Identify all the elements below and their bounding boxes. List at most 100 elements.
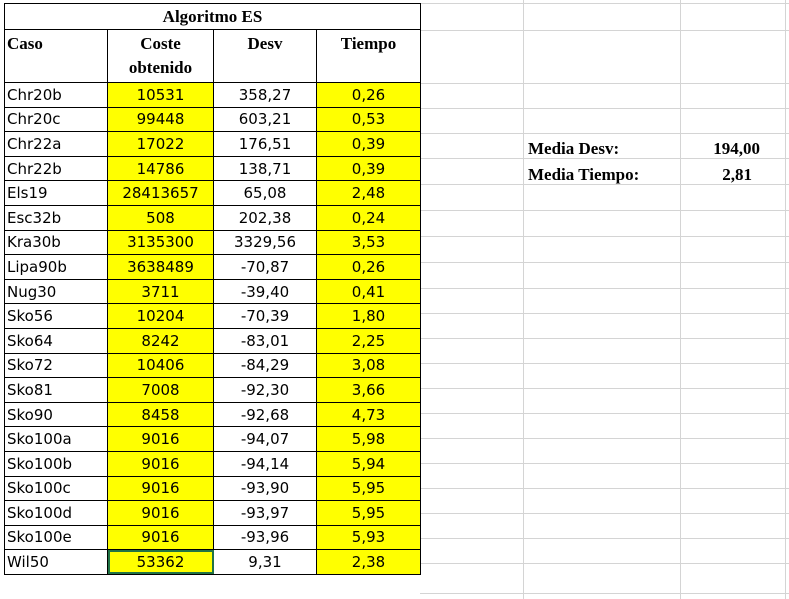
cell-coste[interactable]: 7008: [107, 377, 214, 403]
cell-desv[interactable]: 3329,56: [213, 229, 317, 256]
cell-tiempo[interactable]: 3,53: [316, 229, 421, 256]
cell-tiempo[interactable]: 0,26: [316, 254, 421, 280]
table-title[interactable]: Algoritmo ES: [4, 3, 421, 30]
cell-coste[interactable]: 9016: [107, 500, 214, 526]
cell-desv[interactable]: 9,31: [213, 549, 317, 575]
cell-tiempo[interactable]: 2,38: [316, 549, 421, 575]
cell-desv[interactable]: 138,71: [213, 155, 317, 182]
gridline: [420, 488, 789, 489]
header-coste[interactable]: Coste obtenido: [107, 29, 214, 83]
media-desv-label[interactable]: Media Desv:: [528, 139, 620, 158]
cell-tiempo[interactable]: 0,53: [316, 106, 421, 133]
cell-tiempo[interactable]: 0,26: [316, 82, 421, 108]
cell-coste[interactable]: 3135300: [107, 229, 214, 256]
cell-caso[interactable]: Sko100a: [4, 426, 108, 452]
cell-caso[interactable]: Lipa90b: [4, 254, 108, 280]
cell-desv[interactable]: -94,07: [213, 426, 317, 452]
cell-coste[interactable]: 3711: [107, 278, 214, 305]
cell-desv[interactable]: -83,01: [213, 327, 317, 354]
cell-caso[interactable]: Esc32b: [4, 204, 108, 231]
cell-caso[interactable]: Sko64: [4, 327, 108, 354]
gridline: [420, 438, 789, 439]
cell-desv[interactable]: -93,90: [213, 475, 317, 502]
cell-tiempo[interactable]: 0,24: [316, 204, 421, 231]
cell-tiempo[interactable]: 4,73: [316, 401, 421, 428]
cell-desv[interactable]: -39,40: [213, 278, 317, 305]
table-row: Chr20b 10531 358,27 0,26: [4, 82, 421, 108]
cell-tiempo[interactable]: 3,66: [316, 377, 421, 403]
cell-coste[interactable]: 508: [107, 204, 214, 231]
cell-desv[interactable]: -70,39: [213, 303, 317, 329]
cell-caso[interactable]: Sko100c: [4, 475, 108, 502]
cell-tiempo[interactable]: 0,41: [316, 278, 421, 305]
table-row: Sko100a 9016 -94,07 5,98: [4, 426, 421, 452]
media-tiempo-value[interactable]: 2,81: [722, 165, 752, 184]
cell-coste[interactable]: 17022: [107, 131, 214, 157]
cell-caso[interactable]: Nug30: [4, 278, 108, 305]
cell-caso[interactable]: Sko100b: [4, 450, 108, 477]
cell-desv[interactable]: 65,08: [213, 180, 317, 206]
cell-caso[interactable]: Sko100e: [4, 524, 108, 551]
cell-caso[interactable]: Sko81: [4, 377, 108, 403]
cell-tiempo[interactable]: 5,95: [316, 475, 421, 502]
cell-tiempo[interactable]: 0,39: [316, 155, 421, 182]
cell-coste[interactable]: 9016: [107, 426, 214, 452]
cell-desv[interactable]: -70,87: [213, 254, 317, 280]
cell-tiempo[interactable]: 5,98: [316, 426, 421, 452]
gridline: [420, 413, 789, 414]
cell-tiempo[interactable]: 5,93: [316, 524, 421, 551]
cell-coste[interactable]: 10531: [107, 82, 214, 108]
cell-tiempo[interactable]: 1,80: [316, 303, 421, 329]
media-desv-value[interactable]: 194,00: [713, 139, 760, 158]
cell-coste[interactable]: 10406: [107, 352, 214, 379]
gridline: [420, 288, 789, 289]
cell-desv[interactable]: -94,14: [213, 450, 317, 477]
cell-coste[interactable]: 99448: [107, 106, 214, 133]
cell-coste[interactable]: 10204: [107, 303, 214, 329]
table-row: Sko100d 9016 -93,97 5,95: [4, 500, 421, 526]
cell-caso[interactable]: Sko90: [4, 401, 108, 428]
cell-caso[interactable]: Chr20c: [4, 106, 108, 133]
cell-coste[interactable]: 3638489: [107, 254, 214, 280]
cell-caso[interactable]: Chr22a: [4, 131, 108, 157]
gridline: [420, 563, 789, 564]
cell-desv[interactable]: -84,29: [213, 352, 317, 379]
cell-tiempo[interactable]: 2,48: [316, 180, 421, 206]
cell-coste[interactable]: 9016: [107, 524, 214, 551]
cell-desv[interactable]: -92,30: [213, 377, 317, 403]
cell-desv[interactable]: -93,97: [213, 500, 317, 526]
cell-tiempo[interactable]: 3,08: [316, 352, 421, 379]
cell-tiempo[interactable]: 5,95: [316, 500, 421, 526]
cell-caso[interactable]: Wil50: [4, 549, 108, 575]
cell-desv[interactable]: -93,96: [213, 524, 317, 551]
cell-tiempo[interactable]: 2,25: [316, 327, 421, 354]
header-desv[interactable]: Desv: [213, 29, 317, 83]
cell-caso[interactable]: Sko100d: [4, 500, 108, 526]
cell-tiempo[interactable]: 0,39: [316, 131, 421, 157]
cell-desv[interactable]: 603,21: [213, 106, 317, 133]
header-coste-line2: obtenido: [128, 58, 193, 77]
cell-desv[interactable]: 176,51: [213, 131, 317, 157]
cell-desv[interactable]: 202,38: [213, 204, 317, 231]
media-tiempo-label[interactable]: Media Tiempo:: [528, 165, 640, 184]
cell-caso[interactable]: Chr20b: [4, 82, 108, 108]
cell-coste[interactable]: 8242: [107, 327, 214, 354]
cell-coste[interactable]: 14786: [107, 155, 214, 182]
cell-coste[interactable]: 8458: [107, 401, 214, 428]
cell-tiempo[interactable]: 5,94: [316, 450, 421, 477]
cell-caso[interactable]: Chr22b: [4, 155, 108, 182]
cell-coste[interactable]: 9016: [107, 450, 214, 477]
cell-caso[interactable]: Sko56: [4, 303, 108, 329]
cell-coste[interactable]: 9016: [107, 475, 214, 502]
cell-caso[interactable]: Kra30b: [4, 229, 108, 256]
cell-desv[interactable]: -92,68: [213, 401, 317, 428]
cell-desv[interactable]: 358,27: [213, 82, 317, 108]
cell-coste[interactable]: 53362: [107, 549, 214, 575]
gridline: [420, 133, 789, 134]
cell-coste[interactable]: 28413657: [107, 180, 214, 206]
header-caso[interactable]: Caso: [4, 29, 108, 83]
header-tiempo[interactable]: Tiempo: [316, 29, 421, 83]
algoritmo-es-table: Algoritmo ES Caso Coste obtenido Desv Ti…: [4, 3, 421, 575]
cell-caso[interactable]: Els19: [4, 180, 108, 206]
cell-caso[interactable]: Sko72: [4, 352, 108, 379]
